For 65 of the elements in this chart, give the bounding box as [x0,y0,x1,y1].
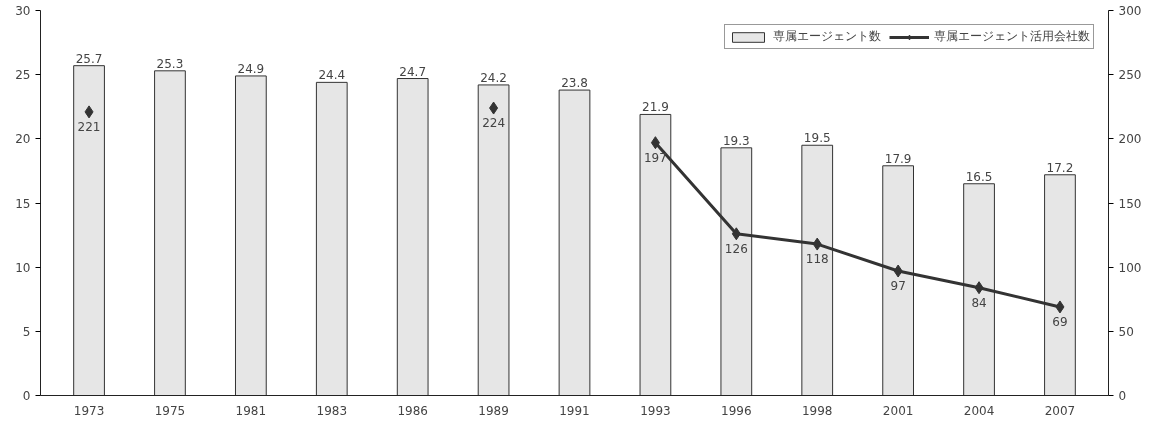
data-label: 21.9 [642,100,669,115]
y-tick-label: 15 [15,196,31,211]
x-tick-label: 1998 [801,403,833,418]
data-label: 224 [482,116,506,131]
bar [154,70,186,396]
point [893,264,903,278]
x-tick-label: 1981 [235,403,267,418]
y2-tick-label: 50 [1118,324,1134,339]
point [731,227,741,241]
point [84,105,94,119]
data-label: 197 [643,150,667,165]
point [974,281,984,295]
x-tick-label: 1986 [397,403,428,418]
y2-tick-label: 150 [1118,196,1142,211]
legend-label: 専属エージェント活用会社数 [934,28,1090,45]
x-tick-label: 2001 [882,403,914,418]
point [650,136,660,150]
point [489,101,499,115]
y-tick-label: 5 [22,324,31,339]
data-label: 84 [971,295,987,310]
point [812,237,822,251]
data-label: 17.9 [884,151,912,166]
data-label: 118 [805,252,829,267]
bar [396,78,429,396]
data-label: 19.5 [803,131,831,146]
data-label: 24.2 [480,70,507,85]
y-tick-label: 30 [15,4,31,18]
y2-tick-label: 0 [1118,389,1127,403]
y-tick-label: 25 [15,68,31,83]
x-tick-label: 1989 [478,403,509,418]
data-label: 16.5 [965,169,993,184]
data-label: 24.9 [237,61,265,76]
data-label: 221 [77,119,101,134]
bar [234,75,267,396]
data-label: 126 [724,241,748,256]
x-tick-label: 1996 [721,403,752,418]
data-label: 69 [1052,314,1068,329]
bar [558,89,591,396]
y-tick-label: 0 [22,389,31,403]
data-label: 25.3 [156,56,184,71]
bar [477,84,510,396]
data-label: 97 [890,279,906,294]
bar [73,65,105,396]
x-tick-label: 2007 [1044,403,1076,418]
y2-tick-label: 300 [1118,4,1142,18]
x-tick-label: 1991 [559,403,590,418]
x-tick-label: 1975 [154,403,186,418]
bar [315,81,348,396]
data-label: 24.4 [318,68,346,83]
x-tick-label: 1983 [316,403,348,418]
legend-label: 専属エージェント数 [773,28,881,45]
y2-tick-label: 100 [1118,260,1142,275]
x-tick-label: 1973 [73,403,105,418]
x-tick-label: 1993 [640,403,671,418]
point [1055,300,1065,314]
x-tick-label: 2004 [963,403,995,418]
data-label: 25.7 [75,51,103,66]
y-tick-label: 10 [15,260,31,275]
data-label: 19.3 [722,133,750,148]
data-label: 23.8 [561,76,588,91]
y2-tick-label: 200 [1118,132,1142,147]
y2-tick-label: 250 [1118,68,1142,83]
data-label: 17.2 [1046,160,1074,175]
y-tick-label: 20 [15,132,31,147]
data-label: 24.7 [399,64,427,79]
